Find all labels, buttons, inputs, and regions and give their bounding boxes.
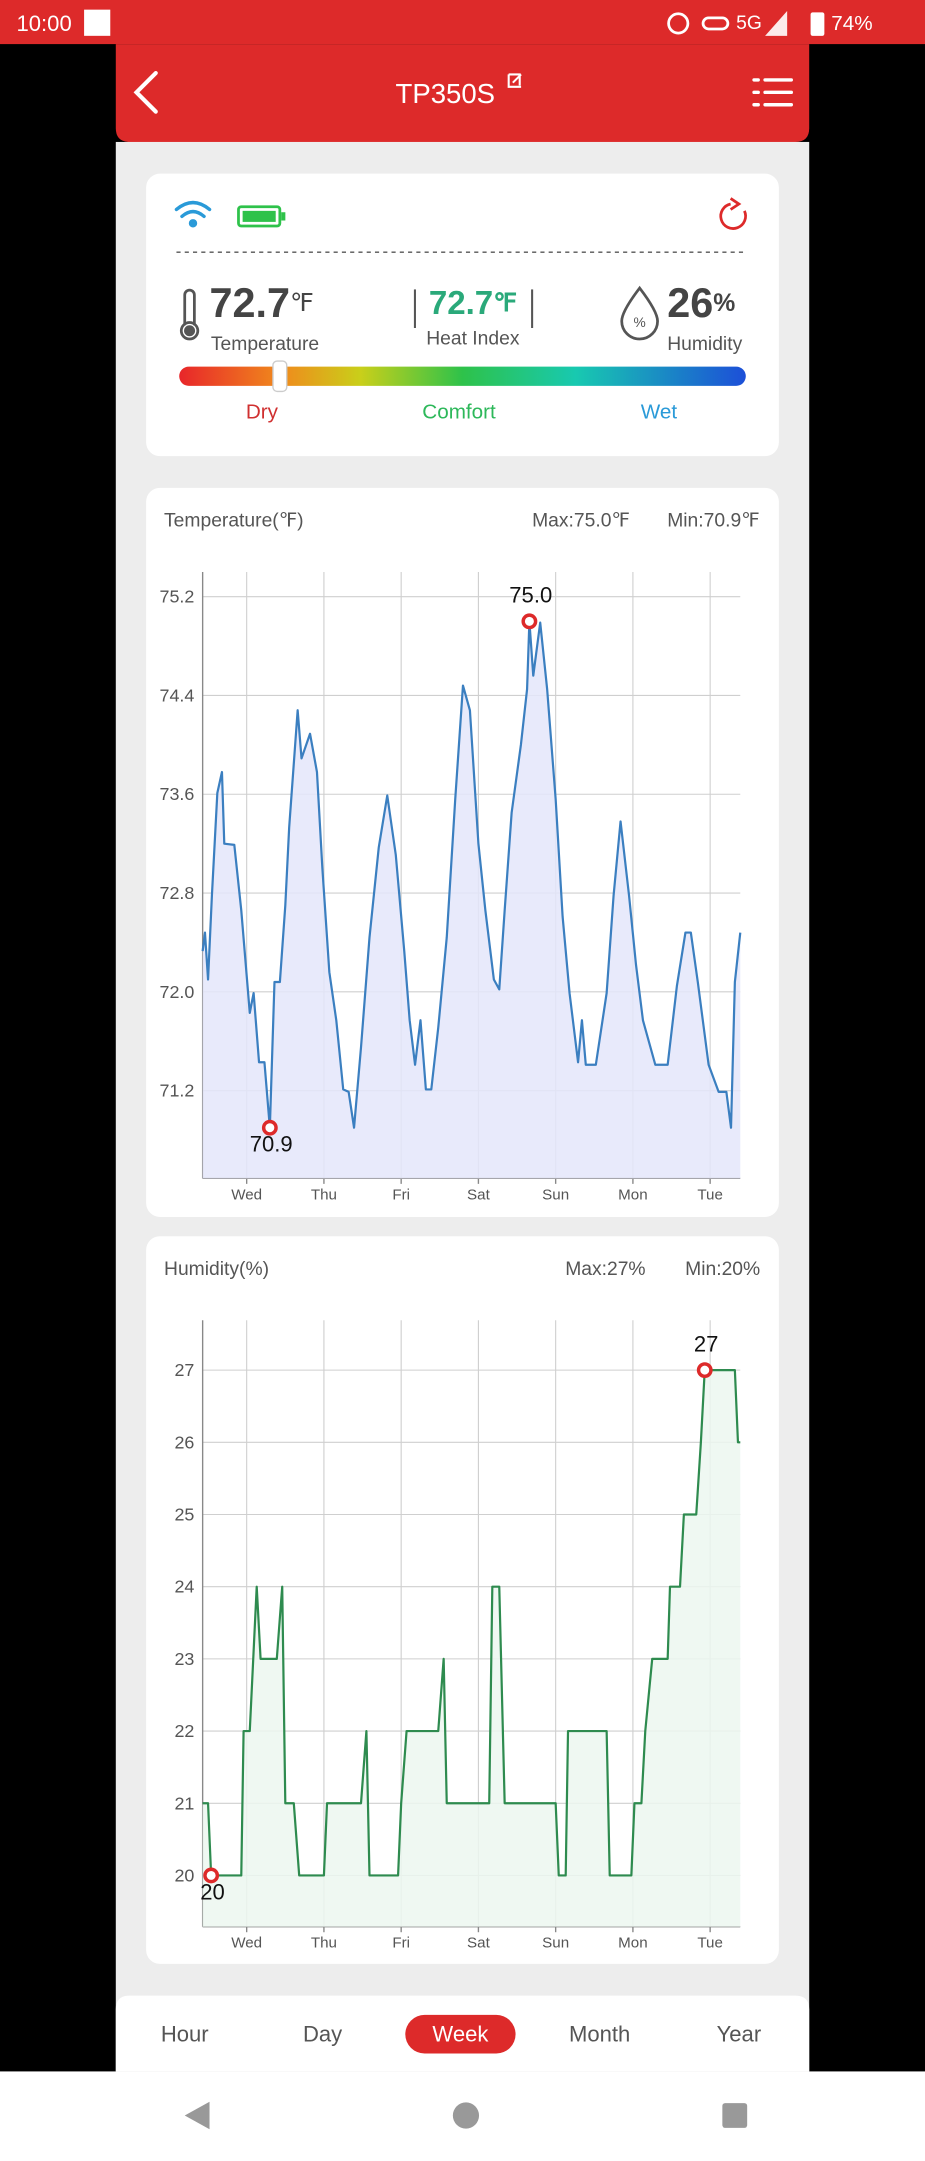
temperature-value: 72.7℉: [210, 280, 314, 326]
edit-button[interactable]: [507, 73, 522, 88]
status-icon: [84, 9, 111, 36]
status-network: 5G: [736, 13, 762, 34]
extreme-label: 27: [694, 1331, 719, 1356]
tab[interactable]: Day: [303, 2022, 342, 2047]
y-tick-label: 73.6: [160, 784, 195, 804]
nav-home[interactable]: [452, 2102, 480, 2129]
status-bar: [0, 0, 925, 45]
chart-title: Temperature(℉): [164, 510, 303, 531]
extreme-label: 20: [200, 1879, 225, 1904]
battery-icon: [810, 12, 825, 36]
x-tick-label: Sun: [542, 1935, 569, 1952]
heat-index-value: 72.7℉: [429, 285, 517, 322]
extreme-marker: [203, 1867, 220, 1884]
x-tick-label: Mon: [618, 1186, 647, 1203]
y-tick-label: 20: [174, 1865, 194, 1885]
key-icon: [701, 16, 730, 31]
series-line: [202, 1369, 741, 1877]
tab[interactable]: Month: [569, 2022, 630, 2047]
alarm-icon: [667, 12, 690, 35]
extreme-label: 75.0: [509, 583, 552, 608]
menu-button[interactable]: [752, 78, 794, 107]
drop-icon: %: [620, 285, 659, 341]
heat-index-label: Heat Index: [426, 329, 520, 350]
x-tick-label: Fri: [392, 1935, 410, 1952]
svg-text:%: %: [634, 315, 646, 330]
extreme-marker: [521, 613, 538, 630]
series-area: [202, 1370, 741, 1927]
thermometer-icon: [179, 288, 200, 341]
y-tick-label: 71.2: [160, 1081, 195, 1101]
y-tick-label: 24: [174, 1577, 194, 1597]
wifi-icon: [174, 200, 212, 228]
tab[interactable]: Hour: [161, 2022, 209, 2047]
max-label: Max:27%: [565, 1259, 645, 1280]
tab[interactable]: Year: [717, 2022, 762, 2047]
humidity-value: 26%: [667, 280, 735, 326]
status-time: 10:00: [17, 11, 72, 36]
back-button[interactable]: [133, 70, 158, 114]
min-label: Min:70.9℉: [667, 510, 759, 531]
x-tick-label: Tue: [697, 1186, 723, 1203]
temperature-label: Temperature: [211, 334, 319, 355]
nav-recents[interactable]: [722, 2103, 748, 2128]
extreme-marker: [696, 1362, 713, 1379]
app-header: [115, 44, 810, 142]
chart-title: Humidity(%): [164, 1259, 269, 1280]
tab[interactable]: Week: [432, 2022, 489, 2047]
x-tick-label: Wed: [231, 1186, 262, 1203]
x-tick-label: Fri: [392, 1186, 410, 1203]
y-tick-label: 23: [174, 1649, 194, 1669]
battery-level-icon: [237, 205, 286, 228]
scale-label: Wet: [641, 401, 678, 424]
y-tick-label: 27: [174, 1360, 194, 1380]
comfort-indicator: [272, 360, 288, 393]
refresh-button[interactable]: [719, 202, 747, 230]
x-tick-label: Wed: [231, 1935, 262, 1952]
y-tick-label: 26: [174, 1432, 194, 1452]
tab-selected-pill[interactable]: [405, 2014, 516, 2054]
humidity-card: [146, 1236, 779, 1964]
y-tick-label: 21: [174, 1793, 194, 1813]
min-label: Min:20%: [685, 1259, 760, 1280]
scale-label: Comfort: [422, 401, 496, 424]
x-tick-label: Sat: [467, 1186, 491, 1203]
x-tick-label: Mon: [618, 1935, 647, 1952]
y-tick-label: 75.2: [160, 587, 195, 607]
y-tick-label: 74.4: [160, 685, 195, 705]
y-tick-label: 72.0: [160, 982, 195, 1002]
scale-label: Dry: [246, 401, 279, 424]
status-battery: 74%: [831, 12, 872, 35]
chart: Temperature(℉) Max:75.0℉ Min:70.9℉ 71.2 72.0…: [160, 510, 760, 1203]
x-tick-label: Tue: [697, 1935, 723, 1952]
nav-back[interactable]: [184, 2101, 210, 2130]
device-title: TP350S: [395, 78, 495, 109]
x-tick-label: Sat: [467, 1935, 491, 1952]
series-area: [202, 621, 741, 1179]
extreme-marker: [261, 1119, 278, 1136]
x-tick-label: Thu: [311, 1935, 337, 1952]
humidity-label: Humidity: [667, 334, 742, 355]
x-tick-label: Sun: [542, 1186, 569, 1203]
signal-icon: [765, 11, 788, 36]
x-tick-label: Thu: [311, 1186, 337, 1203]
y-tick-label: 25: [174, 1504, 194, 1524]
y-tick-label: 72.8: [160, 883, 195, 903]
comfort-bar: [179, 366, 746, 386]
y-tick-label: 22: [174, 1721, 194, 1741]
max-label: Max:75.0℉: [532, 510, 630, 531]
series-line: [201, 620, 742, 1129]
chart: Humidity(%) Max:27% Min:20% 20 21 22 23 24 25 26 2…: [164, 1259, 760, 1952]
refresh-arrow[interactable]: [729, 197, 742, 211]
extreme-label: 70.9: [250, 1132, 293, 1157]
